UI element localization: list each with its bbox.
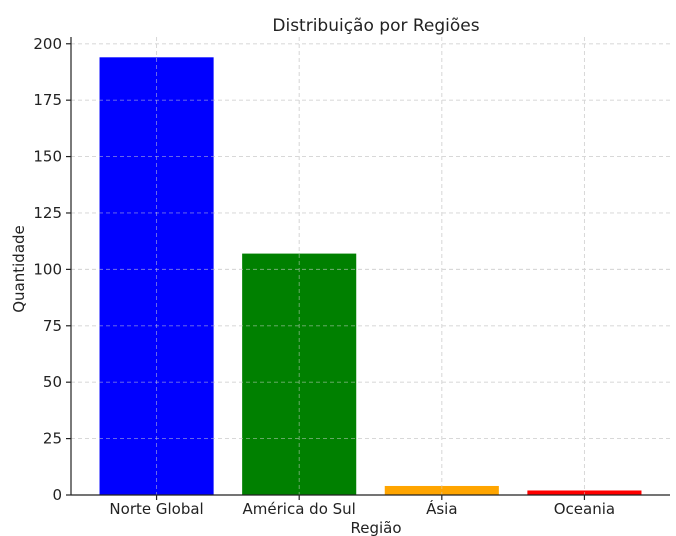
bars [71,37,670,496]
x-tick-label: América do Sul [243,500,356,518]
x-axis-label: Região [350,519,401,536]
y-axis-label: Quantidade [10,225,28,313]
y-tick-label: 125 [33,204,62,222]
x-tick-label: Ásia [426,499,457,518]
chart-title: Distribuição por Regiões [272,16,479,36]
x-tick-label: Norte Global [109,500,203,518]
y-tick-label: 0 [52,486,62,504]
bar--sia [384,485,499,495]
y-tick-label: 175 [33,91,62,109]
y-tick-label: 25 [43,430,62,448]
y-tick-label: 100 [33,260,62,278]
tick-labels: 0 25 50 75 100 125 150 175 200 Norte Global Améric… [33,35,615,518]
x-tick-label: Oceania [554,500,615,518]
axes [70,37,670,496]
y-tick-label: 150 [33,148,62,166]
y-tick-label: 50 [43,373,62,391]
y-tick-label: 75 [43,317,62,335]
y-tick-label: 200 [33,35,62,53]
